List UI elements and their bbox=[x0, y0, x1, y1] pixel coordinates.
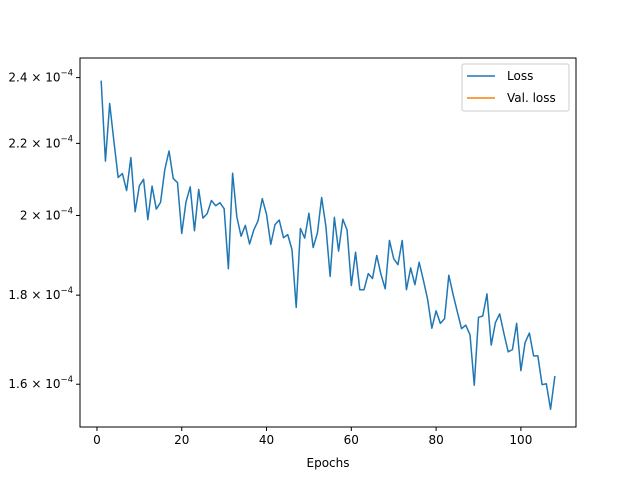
x-tick-label: 100 bbox=[509, 433, 532, 447]
legend-label: Loss bbox=[507, 69, 533, 83]
x-tick-label: 20 bbox=[174, 433, 189, 447]
x-axis-label: Epochs bbox=[307, 456, 350, 470]
series-line-0 bbox=[100, 80, 556, 410]
plot-frame bbox=[79, 57, 577, 428]
y-tick-label: 2 × 10−4 bbox=[20, 206, 73, 222]
x-tick-label: 0 bbox=[93, 433, 101, 447]
y-tick-label: 2.2 × 10−4 bbox=[8, 134, 73, 150]
x-tick-label: 40 bbox=[259, 433, 274, 447]
y-axis: 1.6 × 10−4 1.8 × 10−4 2 × 10−4 2.2 × 10−4 2.… bbox=[8, 69, 80, 391]
y-tick-label: 2.4 × 10−4 bbox=[8, 69, 73, 85]
x-tick-label: 60 bbox=[344, 433, 359, 447]
y-tick-label: 1.6 × 10−4 bbox=[8, 375, 73, 391]
legend-label: Val. loss bbox=[507, 91, 556, 105]
x-axis: 0 20 40 60 80 100 bbox=[93, 427, 532, 447]
x-tick-label: 80 bbox=[428, 433, 443, 447]
legend: Loss Val. loss bbox=[461, 63, 570, 112]
y-tick-label: 1.8 × 10−4 bbox=[8, 286, 73, 302]
series-layer bbox=[100, 80, 556, 410]
